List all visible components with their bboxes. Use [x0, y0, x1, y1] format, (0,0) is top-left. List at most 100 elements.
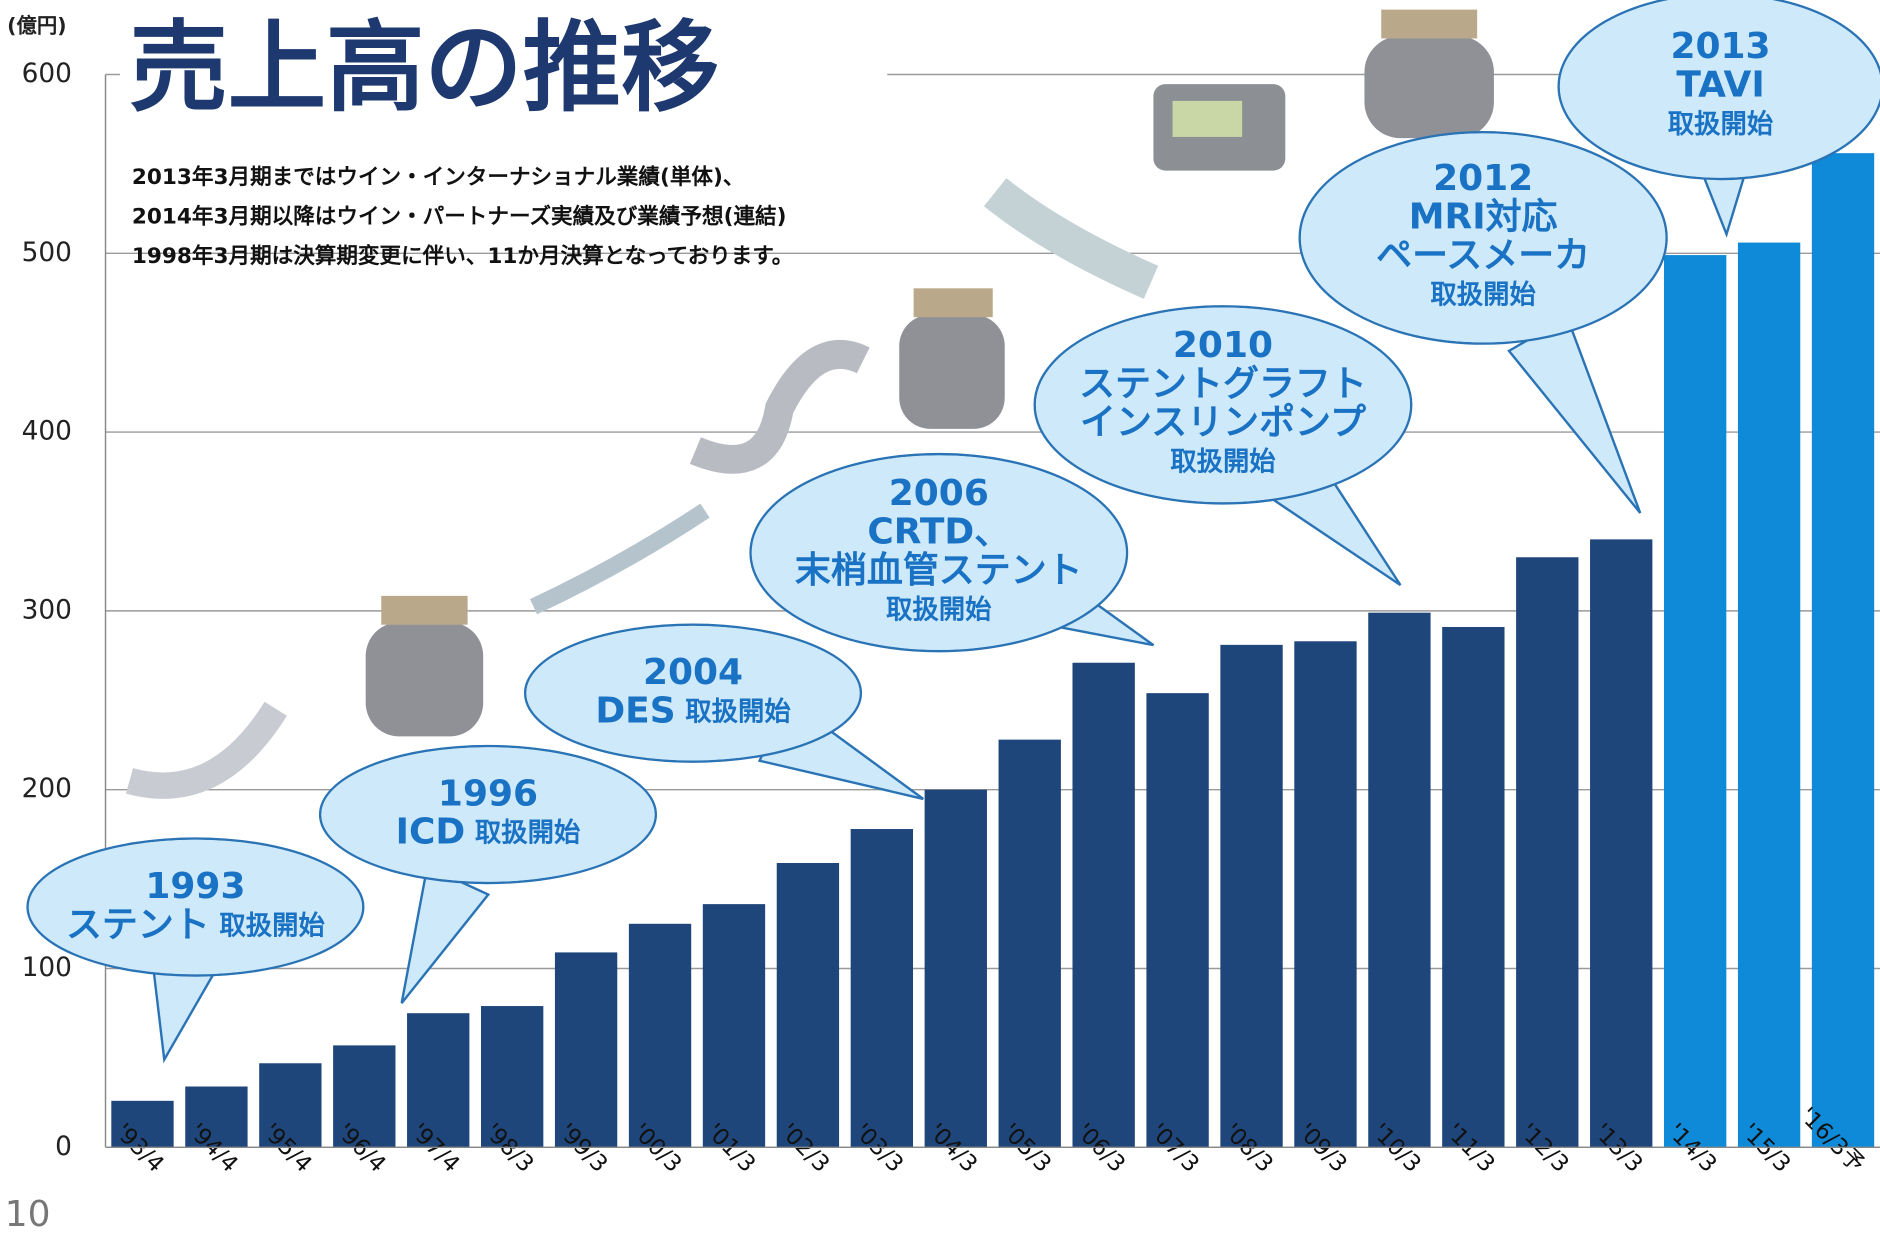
bar [333, 1045, 396, 1148]
device-images [125, 9, 1494, 799]
pump-screen [1172, 100, 1243, 137]
bar [1294, 641, 1357, 1148]
bar [1663, 255, 1727, 1148]
callout-segment: 取扱開始 [219, 910, 325, 941]
callout-cover [1559, 0, 1880, 178]
callout-text: CRTD、 [867, 511, 1010, 552]
callout-text: TAVI [1676, 64, 1764, 105]
y-tick-label: 0 [55, 1131, 72, 1162]
callout-segment: ペースメーカ [1376, 235, 1590, 276]
bar [628, 923, 692, 1148]
bar [407, 1013, 470, 1148]
callout-cover [526, 625, 860, 761]
bar [1590, 539, 1653, 1148]
callout-text: MRI対応 [1409, 197, 1558, 238]
callout-segment: 末梢血管ステント [795, 550, 1083, 591]
callout-segment: 2012 [1433, 158, 1533, 199]
callout-text: 末梢血管ステント [795, 550, 1083, 591]
bar [111, 1100, 174, 1148]
callout-text: ステント 取扱開始 [66, 904, 326, 945]
callout-segment: 1996 [438, 773, 538, 814]
callout-segment: MRI対応 [1409, 197, 1558, 238]
y-tick-label: 200 [22, 773, 72, 804]
y-tick-label: 600 [22, 58, 72, 89]
callout-segment: ステントグラフト [1079, 364, 1367, 405]
y-tick-label: 300 [22, 594, 72, 625]
pacemaker-image [1364, 36, 1494, 139]
callout-tail [400, 864, 491, 1004]
bar [998, 739, 1061, 1148]
callout-segment: DES [595, 690, 675, 731]
callout-segment: ステント [66, 904, 210, 945]
bar [1368, 612, 1431, 1148]
bar [776, 862, 840, 1148]
callout-cover [1300, 133, 1666, 343]
callout-text: ステントグラフト [1079, 364, 1367, 405]
callout-text: 取扱開始 [886, 594, 992, 625]
bar [702, 904, 766, 1148]
y-tick-label: 500 [22, 237, 72, 268]
bar [850, 829, 914, 1148]
note: 2013年3月期まではウイン・インターナショナル業績(単体)、 [132, 164, 745, 190]
callout-segment: 取扱開始 [886, 594, 992, 625]
callout-tail [1507, 315, 1642, 514]
callout-segment: 2004 [643, 652, 743, 693]
callout-segment: CRTD、 [867, 511, 1010, 552]
callout-segment: 取扱開始 [1170, 446, 1276, 477]
bar [924, 789, 987, 1148]
callout-text: 2006 [889, 473, 989, 514]
pacemaker-image [899, 314, 1005, 429]
title-background [119, 0, 888, 139]
bar [1146, 693, 1209, 1148]
bar [185, 1086, 248, 1148]
page-number: 10 [5, 1194, 51, 1235]
callout-text: インスリンポンプ [1080, 401, 1366, 443]
callout-cover [751, 455, 1126, 650]
callout-text: 2004 [643, 652, 743, 693]
stent-image [529, 503, 710, 615]
bar [554, 952, 618, 1148]
bar [1516, 557, 1579, 1148]
callout-text: DES 取扱開始 [595, 690, 791, 731]
stent-image [689, 340, 870, 474]
callout-text: 1993 [145, 866, 245, 907]
bar [259, 1063, 322, 1148]
bar [1442, 626, 1505, 1148]
callout-cover [1035, 307, 1410, 503]
y-tick-label: 400 [22, 416, 72, 447]
stent-graft-image [983, 178, 1159, 299]
callout-text: ICD 取扱開始 [396, 812, 581, 853]
callout-segment: 取扱開始 [1668, 108, 1774, 139]
callout-segment: 2010 [1173, 325, 1273, 366]
bar [480, 1006, 544, 1148]
bar [1811, 153, 1875, 1148]
pacemaker-header [381, 595, 468, 625]
note: 2014年3月期以降はウイン・パートナーズ実績及び業績予想(連結) [132, 203, 787, 229]
callout-text: 1996 [438, 773, 538, 814]
pacemaker-header [1381, 9, 1478, 39]
callout-cover [28, 839, 363, 975]
y-tick-label: 100 [22, 952, 72, 983]
callout-text: 取扱開始 [1170, 446, 1276, 477]
pacemaker-header [913, 288, 993, 318]
callout-segment: 1993 [145, 866, 245, 907]
callout-segment: TAVI [1676, 64, 1764, 105]
unit-label: (億円) [7, 13, 66, 37]
callout-segment: 2006 [889, 473, 989, 514]
callout-segment: 取扱開始 [475, 817, 581, 848]
note: 1998年3月期は決算期変更に伴い、11か月決算となっております。 [132, 243, 793, 269]
callout-segment: 2013 [1670, 26, 1770, 67]
bar [1220, 644, 1283, 1148]
bar [1072, 662, 1135, 1148]
callout-segment: インスリンポンプ [1080, 401, 1366, 443]
callout-text: 2013 [1670, 26, 1770, 67]
callout-cover [321, 747, 655, 882]
